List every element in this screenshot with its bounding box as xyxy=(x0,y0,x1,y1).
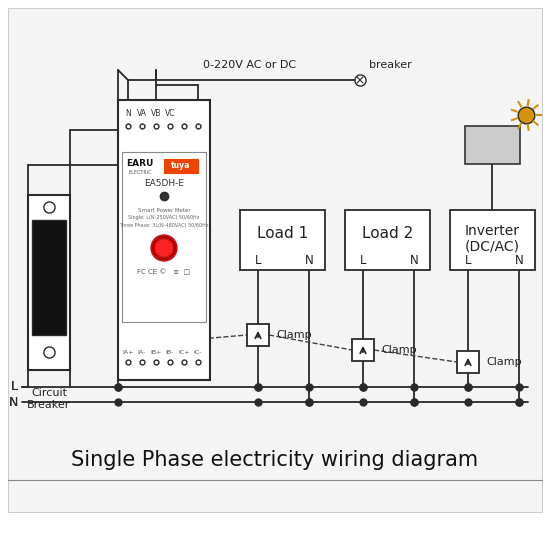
Text: Single: L(N-250VAC) 50/60Hz: Single: L(N-250VAC) 50/60Hz xyxy=(128,216,200,221)
Text: EA5DH-E: EA5DH-E xyxy=(144,179,184,188)
Text: Single Phase electricity wiring diagram: Single Phase electricity wiring diagram xyxy=(72,450,478,470)
Text: Load 2: Load 2 xyxy=(362,227,413,241)
FancyBboxPatch shape xyxy=(352,339,374,361)
Text: breaker: breaker xyxy=(368,60,411,70)
Text: N: N xyxy=(305,254,314,267)
Text: IA-: IA- xyxy=(138,349,146,355)
Text: Three Phase: 3L(N-480VAC) 50/60Hz: Three Phase: 3L(N-480VAC) 50/60Hz xyxy=(119,223,209,228)
Text: N: N xyxy=(125,109,131,118)
Text: L: L xyxy=(11,381,18,393)
FancyBboxPatch shape xyxy=(28,195,70,370)
Text: N: N xyxy=(410,254,419,267)
Text: N: N xyxy=(515,254,524,267)
Text: FC CE ©   ≡  □: FC CE © ≡ □ xyxy=(138,269,191,276)
FancyBboxPatch shape xyxy=(118,100,210,380)
Text: Clamp: Clamp xyxy=(486,357,521,367)
Text: Smart Power Meter: Smart Power Meter xyxy=(138,207,190,212)
Text: tuya: tuya xyxy=(171,162,191,170)
Circle shape xyxy=(151,235,177,261)
Text: Circuit
Breaker: Circuit Breaker xyxy=(28,388,71,410)
FancyBboxPatch shape xyxy=(247,324,269,346)
Text: IB-: IB- xyxy=(166,349,174,355)
Text: Inverter: Inverter xyxy=(465,224,520,238)
Text: Clamp: Clamp xyxy=(381,345,417,355)
Text: VC: VC xyxy=(165,109,175,118)
Text: IB+: IB+ xyxy=(150,349,162,355)
Text: EARU: EARU xyxy=(126,160,153,168)
Text: L: L xyxy=(360,254,366,267)
Text: N: N xyxy=(9,395,18,409)
Text: L: L xyxy=(11,381,18,393)
Text: IC-: IC- xyxy=(194,349,202,355)
FancyBboxPatch shape xyxy=(32,220,66,335)
Text: Clamp: Clamp xyxy=(276,330,312,340)
Text: IC+: IC+ xyxy=(178,349,190,355)
FancyBboxPatch shape xyxy=(345,210,430,270)
Text: L: L xyxy=(255,254,261,267)
Text: VB: VB xyxy=(151,109,161,118)
Text: ELECTRIC: ELECTRIC xyxy=(128,169,152,174)
FancyBboxPatch shape xyxy=(465,126,520,164)
FancyBboxPatch shape xyxy=(240,210,325,270)
FancyBboxPatch shape xyxy=(164,159,198,173)
FancyBboxPatch shape xyxy=(457,351,479,373)
Text: (DC/AC): (DC/AC) xyxy=(465,240,520,254)
FancyBboxPatch shape xyxy=(122,152,206,322)
Text: 0-220V AC or DC: 0-220V AC or DC xyxy=(204,60,296,70)
Text: L: L xyxy=(465,254,471,267)
Text: VA: VA xyxy=(137,109,147,118)
FancyBboxPatch shape xyxy=(450,210,535,270)
Text: Load 1: Load 1 xyxy=(257,227,308,241)
Text: N: N xyxy=(9,395,18,409)
Circle shape xyxy=(156,240,172,256)
Text: IA+: IA+ xyxy=(122,349,134,355)
FancyBboxPatch shape xyxy=(8,8,542,512)
